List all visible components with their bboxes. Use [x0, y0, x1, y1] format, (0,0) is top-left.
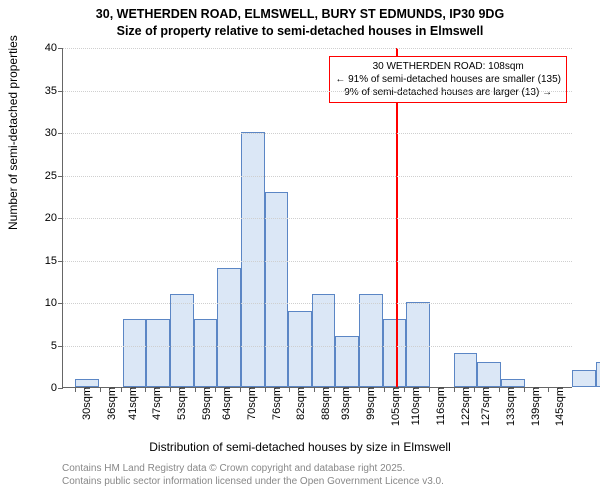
ytick-label: 0 [51, 382, 63, 394]
histogram-bar [288, 311, 312, 388]
annotation-line-2: ← 91% of semi-detached houses are smalle… [335, 73, 561, 86]
xtick-label: 82sqm [293, 387, 307, 420]
xtick-label: 30sqm [79, 387, 93, 420]
chart-title-block: 30, WETHERDEN ROAD, ELMSWELL, BURY ST ED… [0, 0, 600, 40]
xtick-mark [289, 387, 290, 392]
histogram-bar [217, 268, 241, 387]
xtick-mark [384, 387, 385, 392]
histogram-bar [359, 294, 383, 388]
xtick-mark [195, 387, 196, 392]
xtick-mark [429, 387, 430, 392]
xtick-mark [215, 387, 216, 392]
xtick-label: 122sqm [458, 387, 472, 426]
xtick-mark [170, 387, 171, 392]
xtick-mark [145, 387, 146, 392]
y-axis-label: Number of semi-detached properties [6, 35, 20, 230]
title-line-1: 30, WETHERDEN ROAD, ELMSWELL, BURY ST ED… [0, 6, 600, 23]
xtick-label: 110sqm [408, 387, 422, 425]
histogram-bar [596, 362, 600, 388]
ytick-label: 40 [45, 42, 63, 54]
xtick-label: 47sqm [149, 387, 163, 420]
xtick-label: 53sqm [174, 387, 188, 420]
xtick-mark [404, 387, 405, 392]
gridline [63, 346, 572, 347]
xtick-mark [524, 387, 525, 392]
histogram-bar [194, 319, 218, 387]
xtick-label: 59sqm [199, 387, 213, 420]
xtick-mark [548, 387, 549, 392]
histogram-bar [265, 192, 289, 388]
xtick-label: 36sqm [104, 387, 118, 420]
ytick-label: 35 [45, 85, 63, 97]
plot-area: 30 WETHERDEN ROAD: 108sqm ← 91% of semi-… [62, 48, 572, 388]
annotation-box: 30 WETHERDEN ROAD: 108sqm ← 91% of semi-… [329, 56, 567, 103]
ytick-label: 15 [45, 255, 63, 267]
title-line-2: Size of property relative to semi-detach… [0, 23, 600, 40]
xtick-label: 88sqm [318, 387, 332, 420]
gridline [63, 218, 572, 219]
histogram-bar [477, 362, 501, 388]
histogram-bar [454, 353, 478, 387]
histogram-bar [406, 302, 430, 387]
histogram-bar [312, 294, 336, 388]
xtick-label: 41sqm [125, 387, 139, 420]
annotation-line-1: 30 WETHERDEN ROAD: 108sqm [335, 60, 561, 73]
gridline [63, 303, 572, 304]
xtick-label: 105sqm [388, 387, 402, 426]
xtick-label: 99sqm [363, 387, 377, 420]
xtick-mark [474, 387, 475, 392]
ytick-label: 30 [45, 127, 63, 139]
xtick-label: 116sqm [433, 387, 447, 425]
xtick-mark [314, 387, 315, 392]
xtick-mark [75, 387, 76, 392]
annotation-line-3: 9% of semi-detached houses are larger (1… [335, 86, 561, 99]
xtick-label: 93sqm [338, 387, 352, 420]
xtick-mark [100, 387, 101, 392]
xtick-mark [454, 387, 455, 392]
attribution-line-1: Contains HM Land Registry data © Crown c… [62, 462, 444, 475]
gridline [63, 48, 572, 49]
xtick-label: 139sqm [528, 387, 542, 426]
xtick-mark [265, 387, 266, 392]
xtick-label: 133sqm [503, 387, 517, 426]
xtick-label: 127sqm [478, 387, 492, 426]
xtick-mark [359, 387, 360, 392]
gridline [63, 176, 572, 177]
xtick-label: 64sqm [219, 387, 233, 420]
histogram-bar [241, 132, 265, 387]
histogram-bar [383, 319, 407, 387]
xtick-mark [240, 387, 241, 392]
histogram-bar [572, 370, 596, 387]
histogram-bar [170, 294, 194, 388]
xtick-mark [334, 387, 335, 392]
xtick-label: 76sqm [269, 387, 283, 420]
histogram-bar [123, 319, 147, 387]
xtick-mark [121, 387, 122, 392]
ytick-label: 5 [51, 340, 63, 352]
histogram-bar [335, 336, 359, 387]
ytick-label: 10 [45, 297, 63, 309]
gridline [63, 261, 572, 262]
ytick-label: 25 [45, 170, 63, 182]
xtick-mark [499, 387, 500, 392]
attribution-text: Contains HM Land Registry data © Crown c… [62, 462, 444, 488]
gridline [63, 91, 572, 92]
histogram-bar [146, 319, 170, 387]
xtick-label: 145sqm [552, 387, 566, 426]
x-axis-label: Distribution of semi-detached houses by … [0, 440, 600, 454]
gridline [63, 133, 572, 134]
xtick-label: 70sqm [244, 387, 258, 420]
histogram-bar [75, 379, 99, 388]
histogram-bar [501, 379, 525, 388]
ytick-label: 20 [45, 212, 63, 224]
attribution-line-2: Contains public sector information licen… [62, 475, 444, 488]
